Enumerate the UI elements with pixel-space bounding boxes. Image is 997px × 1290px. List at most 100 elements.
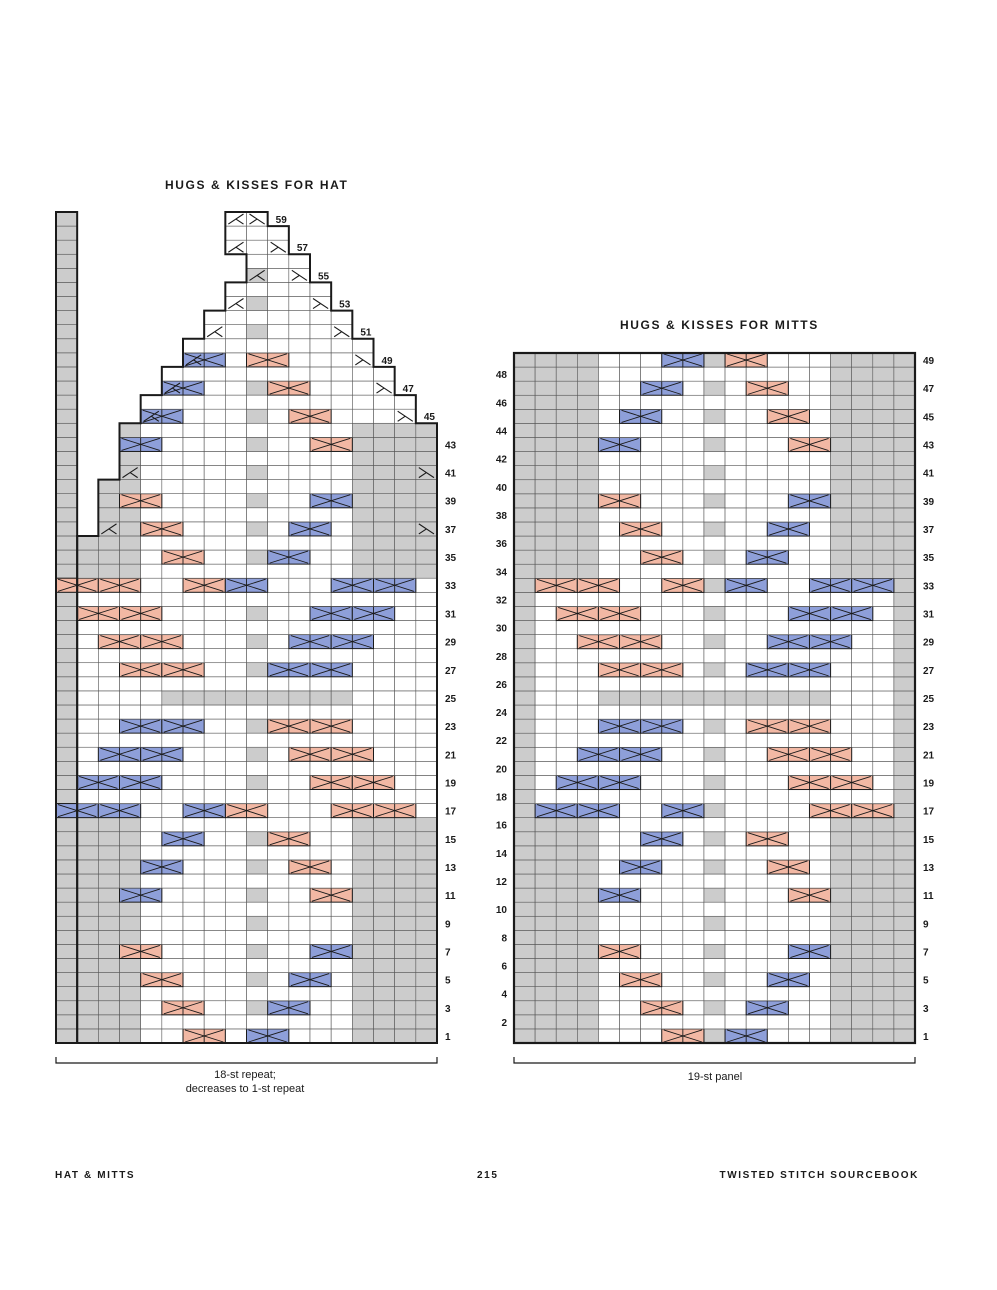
hat-cell — [288, 775, 311, 790]
mitts-cell — [745, 563, 768, 579]
hat-decrease-mark — [249, 269, 265, 281]
mitts-cell — [788, 732, 810, 748]
mitts-right-cross-cable — [745, 831, 789, 847]
hat-cell — [267, 422, 290, 438]
mitts-cell — [513, 1014, 536, 1030]
mitts-cell — [851, 493, 874, 509]
hat-cell — [140, 577, 163, 593]
mitts-row-number-left: 46 — [496, 398, 508, 409]
hat-cell — [267, 620, 290, 635]
hat-cell — [352, 1028, 374, 1044]
hat-cell — [330, 915, 353, 931]
mitts-cell — [598, 1014, 620, 1030]
mitts-cell — [577, 1000, 599, 1016]
mitts-cell — [661, 958, 684, 973]
hat-cell — [182, 986, 205, 1002]
hat-cell — [415, 732, 438, 748]
mitts-cell — [872, 704, 895, 720]
hat-cell — [309, 1000, 332, 1016]
hat-cell — [330, 549, 353, 565]
hat-left-cross-cable — [119, 887, 163, 903]
hat-cell — [203, 648, 226, 664]
mitts-cell — [745, 873, 768, 889]
hat-cell — [161, 479, 184, 494]
mitts-cell — [513, 972, 536, 987]
hat-cell — [373, 986, 395, 1002]
mitts-cell — [598, 592, 620, 607]
mitts-cell — [534, 549, 557, 565]
hat-right-cross-cable — [288, 859, 332, 875]
mitts-cell — [555, 437, 578, 452]
mitts-cell — [661, 1014, 684, 1030]
hat-cell — [352, 662, 374, 678]
hat-cell — [246, 225, 268, 241]
hat-cell — [76, 704, 99, 720]
mitts-cell — [703, 915, 726, 931]
mitts-cell — [577, 493, 599, 509]
hat-cell — [352, 831, 374, 847]
mitts-cell — [872, 676, 895, 692]
mitts-cell — [724, 366, 747, 382]
hat-cell — [182, 507, 205, 523]
hat-cell — [225, 338, 247, 354]
hat-cell — [161, 690, 184, 706]
hat-cell — [119, 859, 141, 875]
hat-cell — [203, 817, 226, 833]
mitts-cell — [619, 465, 641, 481]
hat-cell — [415, 746, 438, 762]
hat-cell — [288, 366, 311, 382]
hat-cell — [225, 775, 247, 790]
mitts-left-cross-cable — [555, 774, 599, 791]
mitts-cell — [872, 761, 895, 776]
mitts-cell — [745, 704, 768, 720]
hat-row-number: 13 — [445, 863, 457, 874]
hat-cell — [161, 577, 184, 593]
mitts-cell — [745, 775, 768, 790]
hat-cell — [352, 986, 374, 1002]
hat-edge-cell — [55, 817, 78, 833]
hat-cell — [161, 986, 184, 1002]
mitts-cell — [555, 831, 578, 847]
hat-cell — [288, 732, 311, 748]
mitts-cell — [598, 732, 620, 748]
mitts-right-cross-cable — [619, 521, 663, 537]
hat-cell — [394, 986, 417, 1002]
mitts-cell — [661, 972, 684, 987]
mitts-cell — [513, 662, 536, 678]
mitts-cell — [851, 859, 874, 875]
hat-edge-cell — [55, 1014, 78, 1030]
hat-cell — [98, 972, 120, 987]
mitts-cell — [745, 676, 768, 692]
hat-cell — [76, 944, 99, 959]
hat-row-number: 59 — [276, 215, 288, 226]
mitts-cell — [788, 578, 810, 593]
mitts-row-number-right: 7 — [923, 947, 929, 958]
hat-cell — [98, 648, 120, 664]
hat-cell — [415, 648, 438, 664]
mitts-cell — [893, 732, 916, 748]
mitts-cell — [851, 423, 874, 438]
hat-cell — [373, 746, 395, 762]
mitts-cell — [703, 592, 726, 607]
hat-cell — [330, 704, 353, 720]
hat-cell — [225, 761, 247, 776]
mitts-cell — [893, 549, 916, 565]
hat-cell — [415, 690, 438, 706]
mitts-cell — [640, 775, 663, 790]
mitts-cell — [872, 648, 895, 664]
mitts-chart-title: HUGS & KISSES FOR MITTS — [620, 318, 819, 332]
mitts-cell — [640, 958, 663, 973]
mitts-cell — [703, 493, 726, 509]
mitts-cell — [851, 366, 874, 382]
hat-cell — [352, 690, 374, 706]
mitts-cell — [555, 761, 578, 776]
hat-cell — [182, 704, 205, 720]
hat-cell — [119, 761, 141, 776]
hat-cell — [394, 930, 417, 945]
mitts-cell — [766, 451, 789, 466]
hat-cell — [352, 591, 374, 607]
hat-edge-cell — [55, 648, 78, 664]
hat-edge-cell — [55, 324, 78, 340]
hat-cell — [330, 972, 353, 987]
mitts-cell — [809, 986, 831, 1002]
